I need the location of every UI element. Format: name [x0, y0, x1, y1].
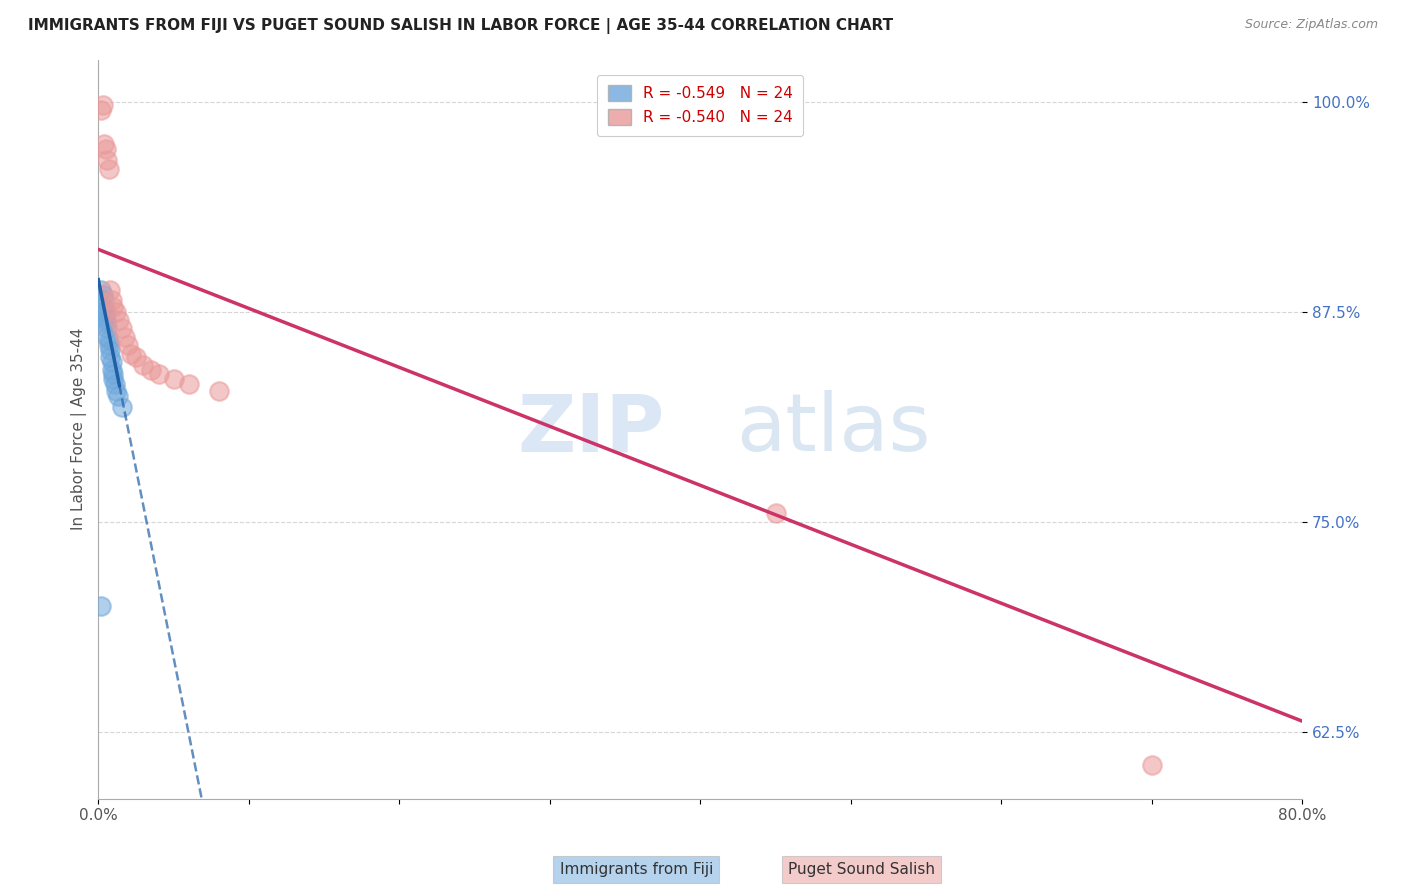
Point: [96, 321, 118, 335]
Text: IMMIGRANTS FROM FIJI VS PUGET SOUND SALISH IN LABOR FORCE | AGE 35-44 CORRELATIO: IMMIGRANTS FROM FIJI VS PUGET SOUND SALI…: [28, 18, 893, 34]
Point: [91, 287, 114, 301]
Point: [139, 363, 162, 377]
Point: [103, 367, 125, 381]
Point: [107, 388, 129, 402]
Point: [94, 316, 117, 330]
Point: [90, 103, 112, 117]
Point: [208, 384, 231, 398]
Point: [105, 384, 128, 398]
Point: [90, 599, 112, 613]
Point: [94, 142, 117, 156]
Point: [93, 310, 115, 324]
Point: [114, 330, 136, 344]
Point: [96, 330, 118, 344]
Point: [91, 98, 114, 112]
Point: [103, 372, 125, 386]
Point: [100, 343, 122, 358]
Point: [101, 363, 124, 377]
Point: [94, 313, 117, 327]
Point: [120, 346, 142, 360]
Point: [117, 338, 139, 352]
Point: [108, 313, 131, 327]
Point: [93, 136, 115, 151]
Point: [148, 367, 170, 381]
Point: [125, 350, 148, 364]
Point: [103, 300, 125, 314]
Y-axis label: In Labor Force | Age 35-44: In Labor Force | Age 35-44: [72, 328, 87, 531]
Point: [93, 293, 115, 307]
Point: [101, 293, 124, 307]
Point: [100, 283, 122, 297]
Point: [177, 376, 200, 391]
Point: [104, 376, 127, 391]
Point: [93, 304, 115, 318]
Point: [1140, 758, 1163, 772]
Point: [132, 359, 155, 373]
Point: [91, 300, 114, 314]
Point: [96, 153, 118, 168]
Text: Source: ZipAtlas.com: Source: ZipAtlas.com: [1244, 18, 1378, 31]
Point: [101, 355, 124, 369]
Point: [97, 161, 120, 176]
Point: [90, 283, 112, 297]
Point: [97, 333, 120, 347]
Point: [111, 321, 134, 335]
Text: atlas: atlas: [737, 390, 931, 468]
Point: [97, 338, 120, 352]
Point: [94, 304, 117, 318]
Point: [162, 372, 184, 386]
Point: [765, 506, 787, 520]
Point: [105, 304, 128, 318]
Point: [111, 401, 134, 415]
Text: Immigrants from Fiji: Immigrants from Fiji: [560, 863, 713, 877]
Point: [100, 350, 122, 364]
Text: Puget Sound Salish: Puget Sound Salish: [787, 863, 935, 877]
Text: ZIP: ZIP: [517, 390, 664, 468]
Legend: R = -0.549   N = 24, R = -0.540   N = 24: R = -0.549 N = 24, R = -0.540 N = 24: [598, 75, 803, 136]
